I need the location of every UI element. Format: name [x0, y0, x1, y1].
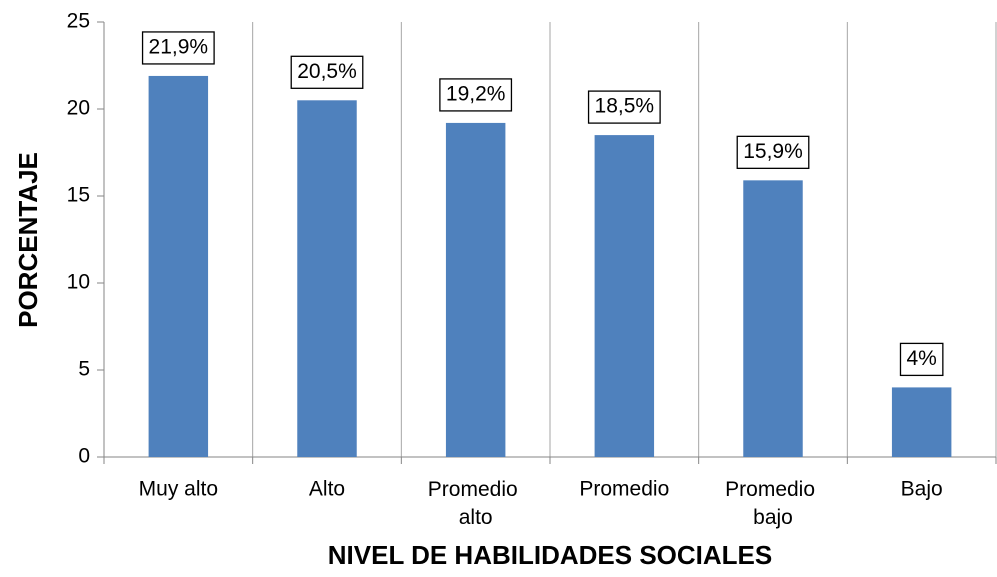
x-axis-title: NIVEL DE HABILIDADES SOCIALES: [328, 540, 772, 570]
data-label: 15,9%: [743, 140, 803, 163]
y-tick-label: 10: [67, 271, 90, 294]
data-label: 21,9%: [149, 35, 209, 58]
bar: [148, 75, 209, 457]
x-tick-label: Alto: [309, 478, 345, 501]
data-label-box: [899, 342, 944, 377]
data-label: 18,5%: [595, 95, 655, 118]
y-tick-label: 0: [78, 445, 90, 468]
bar: [594, 135, 655, 457]
y-tick-label: 5: [78, 358, 90, 381]
bar: [743, 180, 803, 457]
y-tick-label: 15: [67, 184, 90, 207]
bar: [891, 387, 952, 457]
x-tick-label: Promedio alto: [428, 478, 524, 529]
y-tick-label: 20: [67, 97, 90, 120]
data-label: 20,5%: [297, 60, 357, 83]
x-tick-label: Promedio bajo: [725, 478, 821, 529]
data-label-box: [290, 55, 364, 89]
x-tick-label: Muy alto: [139, 478, 218, 501]
bar: [445, 122, 506, 458]
data-label: 19,2%: [446, 82, 506, 105]
x-tick-label: Promedio: [579, 478, 669, 501]
x-tick-label: Bajo: [901, 478, 943, 501]
data-label-box: [439, 78, 513, 112]
bar: [297, 100, 357, 458]
y-axis-title: PORCENTAJE: [13, 152, 43, 328]
data-label-box: [587, 90, 661, 124]
data-label-box: [141, 31, 215, 65]
data-label-box: [736, 135, 810, 169]
data-label: 4%: [906, 347, 936, 370]
y-tick-label: 25: [67, 10, 90, 33]
